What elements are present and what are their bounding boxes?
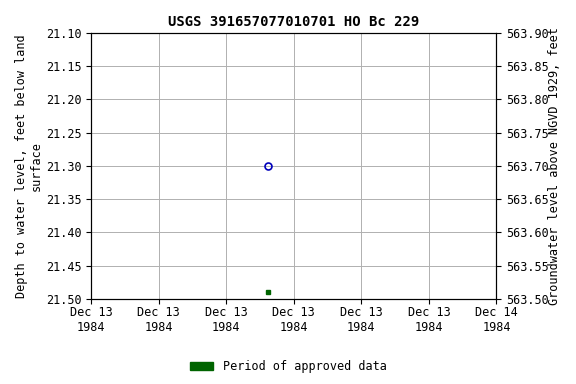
- Y-axis label: Depth to water level, feet below land
surface: Depth to water level, feet below land su…: [15, 34, 43, 298]
- Y-axis label: Groundwater level above NGVD 1929, feet: Groundwater level above NGVD 1929, feet: [548, 27, 561, 305]
- Legend: Period of approved data: Period of approved data: [185, 356, 391, 378]
- Title: USGS 391657077010701 HO Bc 229: USGS 391657077010701 HO Bc 229: [168, 15, 419, 29]
